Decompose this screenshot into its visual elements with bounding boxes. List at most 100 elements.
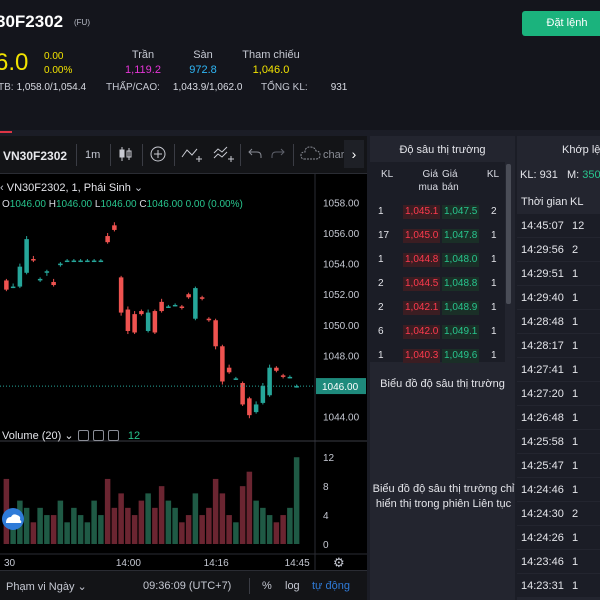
volume-bar [23,507,30,544]
chart-bottom-bar: Phạm vi Ngày ⌄ 09:36:09 (UTC+7) % log tự… [0,570,367,600]
market-depth-panel: Độ sâu thị trường KL Giá mua Giá bán KL … [370,136,515,600]
matched-row: 14:29:40 1 [517,286,600,310]
depth-ask-price: 1,049.6 [442,349,480,363]
candle-body [159,301,164,312]
ohlc-change: 0.00 (0.00%) [185,199,243,210]
candle-body [139,311,144,315]
depth-row[interactable]: 1 1,044.8 1,048.0 1 [370,248,505,272]
depth-row[interactable]: 6 1,042.0 1,049.1 1 [370,320,505,344]
chart-symbol-selector[interactable]: VN30F2302 [3,149,68,163]
reference-label: Tham chiếu [242,49,300,61]
floor-value: 972.8 [189,64,217,76]
date-range-label: Phạm vi Ngày [6,581,75,593]
toolbar-divider [76,144,77,166]
price-tick-label: 1056.00 [323,229,360,240]
matched-volume-cell: 1 [572,484,579,496]
volume-bar [104,478,111,544]
depth-ask-volume: 1 [491,350,497,361]
depth-row[interactable]: 2 1,044.5 1,048.8 1 [370,272,505,296]
matched-time: 14:26:48 [521,412,564,424]
legend-dropdown-icon[interactable]: ⌄ [130,182,144,194]
low-high-stat: THẤP/CAO: 1,043.9/1,062.0 [106,82,242,93]
depth-row[interactable]: 2 1,042.1 1,048.9 1 [370,296,505,320]
depth-ask-volume: 1 [491,230,497,241]
log-scale-toggle[interactable]: log [285,580,300,592]
candle-body [10,286,16,289]
matched-row: 14:29:56 2 [517,238,600,262]
volume-bar [125,507,131,544]
price-change: 0.00 0.00% [44,50,72,78]
percent-scale-toggle[interactable]: % [262,580,272,592]
depth-scrollbar[interactable] [506,164,511,304]
matched-row: 14:23:31 1 [517,574,600,598]
indicators-icon[interactable] [180,145,204,165]
open-value: 1046.00 [9,199,46,210]
matched-row: 14:27:20 1 [517,382,600,406]
place-order-button[interactable]: Đặt lệnh [522,11,600,36]
volume-dropdown-icon[interactable]: ⌄ [64,430,74,442]
depth-bid-price: 1,045.0 [403,229,441,243]
date-range-selector[interactable]: Phạm vi Ngày ⌄ [6,581,87,593]
interval-selector[interactable]: 1m [85,149,101,161]
cloud-save-icon[interactable] [298,145,322,165]
depth-bid-volume: 2 [378,278,384,289]
volume-bar [71,507,77,544]
ceiling-label: Trần [131,49,155,61]
depth-ask-volume: 1 [491,326,497,337]
low-high-label: THẤP/CAO: [106,82,160,93]
matched-time: 14:24:46 [521,484,564,496]
candle-body [260,386,266,403]
settings-icon[interactable] [92,430,104,441]
price-tick-label: 1052.00 [323,290,360,301]
matched-time: 14:27:41 [521,364,564,376]
candle-body [118,277,124,313]
bottom-divider [249,578,250,594]
volume-bar [192,493,199,544]
ohlc-values: O1046.00 H1046.00 L1046.00 C1046.00 0.00… [2,199,243,210]
collapse-chevron-icon[interactable]: ‹ [0,182,7,194]
candlestick-chart[interactable]: 1058.00 1056.00 1054.00 1052.00 1050.00 1048.… [0,174,367,570]
depth-bid-price: 1,044.5 [403,277,441,291]
matched-table-header: Thời gian KL [517,190,600,214]
price-chart-panel[interactable]: VN30F2302 1m char › 1058.00 1056.0 [0,136,367,600]
volume-bar [165,500,172,544]
chart-properties-button[interactable]: char [323,149,345,161]
matched-volume-cell: 1 [572,292,579,304]
depth-row[interactable]: 17 1,045.0 1,047.8 1 [370,224,505,248]
volume-bar [239,486,246,544]
candle-body [105,236,110,243]
matched-row: 14:28:17 1 [517,334,600,358]
matched-row: 14:26:48 1 [517,406,600,430]
candle-body [247,398,252,416]
volume-bar [280,515,286,544]
volume-value: 12 [127,430,141,442]
matched-volume-cell: 1 [572,268,579,280]
add-indicator-icon[interactable] [148,145,168,165]
matched-volume-cell: 2 [572,508,579,520]
matched-summary: KL: 931 M: 350 [520,169,600,181]
gear-icon[interactable]: ⚙ [333,556,345,570]
undo-icon[interactable] [245,145,265,165]
redo-icon[interactable] [268,145,288,165]
depth-row[interactable]: 1 1,045.1 1,047.5 2 [370,200,505,224]
volume-bar [84,522,91,544]
high-value: 1046.00 [55,199,93,210]
auto-scale-toggle[interactable]: tự động [312,580,350,592]
volume-bar [219,493,226,544]
remove-icon[interactable] [107,430,119,441]
time-tick-label: 30 [4,558,16,569]
market-depth-table[interactable]: KL Giá mua Giá bán KL 1 1,045.1 1,047.5 2 17… [370,162,505,363]
candle-body [166,306,171,308]
depth-row[interactable]: 1 1,040.3 1,049.6 1 [370,344,505,368]
depth-ask-price: 1,047.8 [442,229,480,243]
candlestick-type-icon[interactable] [116,145,136,165]
chevron-right-icon[interactable]: › [344,140,364,168]
instrument-type-tag: (FU) [74,18,90,27]
volume-tick-label: 0 [323,540,329,551]
eye-icon[interactable] [77,430,89,441]
compare-icon[interactable] [212,145,236,165]
price-tick-label: 1054.00 [323,260,360,271]
matched-row: 14:24:26 1 [517,526,600,550]
matched-volume-cell: 1 [572,364,579,376]
depth-ask-price: 1,048.9 [442,301,480,315]
